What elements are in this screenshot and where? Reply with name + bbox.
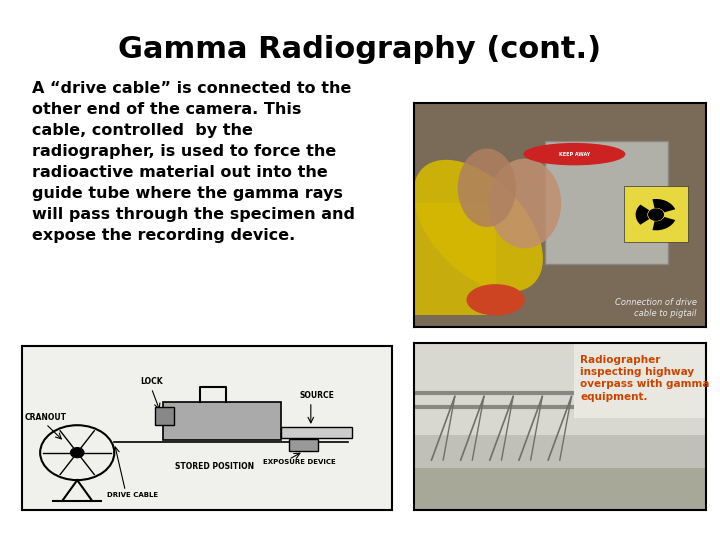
Bar (289, 439, 318, 451)
Bar (414, 468, 706, 510)
Bar (155, 407, 174, 425)
Text: A “drive cable” is connected to the
other end of the camera. This
cable, control: A “drive cable” is connected to the othe… (32, 81, 356, 243)
Text: Radiographer
inspecting highway
overpass with gamma
equipment.: Radiographer inspecting highway overpass… (580, 355, 710, 402)
Bar (414, 343, 706, 435)
Bar (624, 186, 688, 241)
Text: EXPOSURE DEVICE: EXPOSURE DEVICE (263, 458, 336, 464)
Text: STORED POSITION: STORED POSITION (175, 462, 254, 471)
Ellipse shape (523, 143, 626, 165)
Ellipse shape (458, 148, 516, 227)
Text: CRANOUT: CRANOUT (24, 413, 66, 422)
Text: DRIVE CABLE: DRIVE CABLE (107, 491, 158, 497)
Circle shape (649, 209, 663, 220)
Ellipse shape (488, 159, 562, 248)
Bar (575, 343, 706, 418)
Text: Connection of drive
cable to pigtail: Connection of drive cable to pigtail (615, 298, 697, 318)
Bar (163, 402, 282, 440)
Text: SOURCE: SOURCE (300, 391, 335, 400)
Bar (545, 141, 667, 264)
Text: Gamma Radiography (cont.): Gamma Radiography (cont.) (118, 35, 602, 64)
Circle shape (71, 448, 84, 457)
Wedge shape (652, 217, 675, 231)
Text: LOCK: LOCK (140, 377, 163, 386)
Wedge shape (652, 199, 675, 212)
Ellipse shape (413, 160, 543, 292)
Bar (414, 204, 495, 315)
Wedge shape (636, 205, 649, 225)
Bar (282, 427, 351, 438)
Text: KEEP AWAY: KEEP AWAY (559, 152, 590, 157)
Ellipse shape (467, 284, 525, 315)
